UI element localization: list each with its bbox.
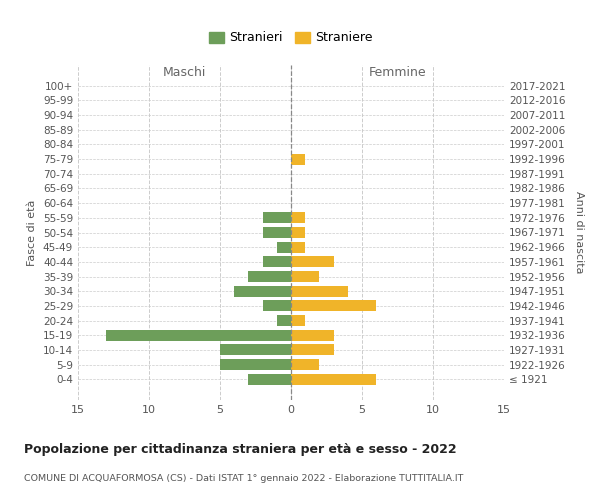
Bar (291, 359, 319, 370)
Legend: Stranieri, Straniere: Stranieri, Straniere (205, 28, 377, 48)
Bar (263, 300, 291, 312)
Bar (291, 271, 319, 282)
Text: Popolazione per cittadinanza straniera per età e sesso - 2022: Popolazione per cittadinanza straniera p… (24, 442, 457, 456)
Bar (106, 330, 291, 340)
Bar (263, 256, 291, 268)
Bar (263, 227, 291, 238)
Bar (291, 154, 305, 164)
Bar (291, 256, 334, 268)
Bar (234, 286, 291, 296)
Bar (277, 315, 291, 326)
Bar (220, 359, 291, 370)
Bar (277, 242, 291, 252)
Y-axis label: Anni di nascita: Anni di nascita (574, 191, 584, 274)
Text: Maschi: Maschi (163, 66, 206, 79)
Text: COMUNE DI ACQUAFORMOSA (CS) - Dati ISTAT 1° gennaio 2022 - Elaborazione TUTTITAL: COMUNE DI ACQUAFORMOSA (CS) - Dati ISTAT… (24, 474, 463, 483)
Bar (291, 330, 334, 340)
Bar (291, 374, 376, 385)
Bar (248, 374, 291, 385)
Bar (291, 242, 305, 252)
Y-axis label: Fasce di età: Fasce di età (28, 200, 37, 266)
Bar (291, 227, 305, 238)
Text: Femmine: Femmine (368, 66, 427, 79)
Bar (291, 344, 334, 356)
Bar (291, 212, 305, 224)
Bar (291, 300, 376, 312)
Bar (248, 271, 291, 282)
Bar (263, 212, 291, 224)
Bar (220, 344, 291, 356)
Bar (291, 286, 348, 296)
Bar (291, 315, 305, 326)
